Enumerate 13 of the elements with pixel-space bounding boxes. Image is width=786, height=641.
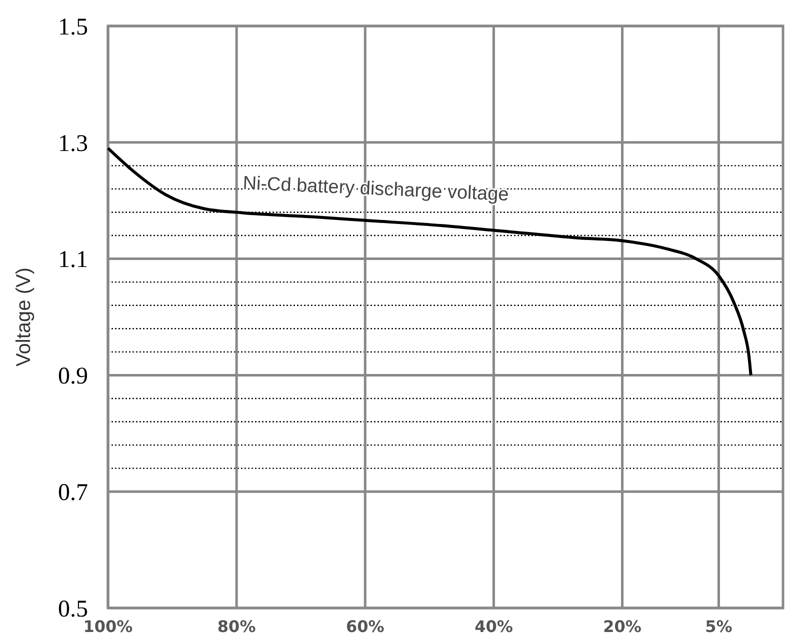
- x-tick-label: 60%: [346, 617, 384, 636]
- annotation: Ni-Cd battery discharge voltage: [242, 172, 510, 206]
- x-tick-label: 5%: [705, 617, 732, 636]
- y-axis-title: Voltage (V): [13, 268, 35, 366]
- x-tick-label: 20%: [603, 617, 642, 636]
- x-tick-label: 100%: [83, 617, 133, 636]
- y-tick-label: 1.5: [58, 14, 88, 40]
- x-tick-label: 80%: [217, 617, 256, 636]
- y-tick-label: 1.1: [58, 247, 88, 274]
- y-tick-label: 0.9: [58, 364, 88, 390]
- y-tick-label: 0.7: [58, 480, 88, 506]
- y-tick-label: 1.3: [58, 130, 88, 157]
- x-tick-label: 40%: [474, 617, 513, 636]
